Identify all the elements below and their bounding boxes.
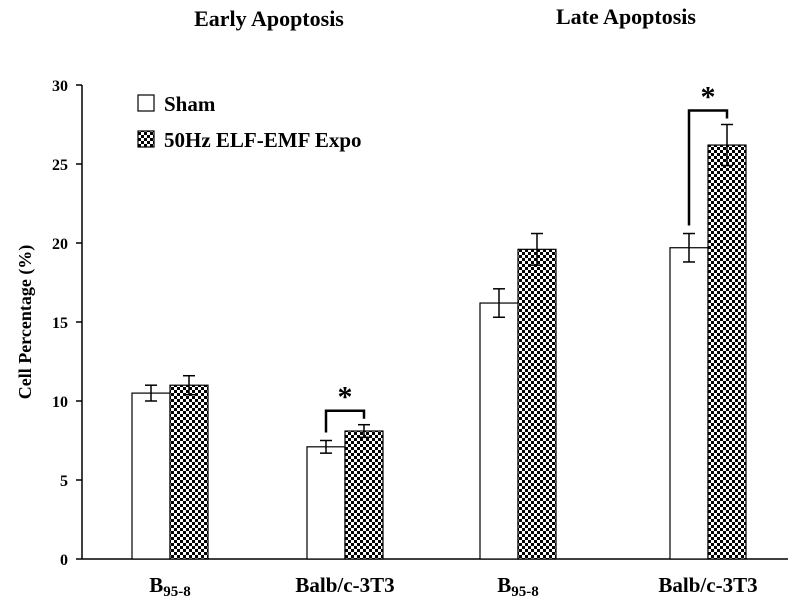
legend-label-expo: 50Hz ELF-EMF Expo	[164, 128, 362, 152]
y-tick-label: 10	[52, 394, 68, 411]
significance-star: *	[701, 81, 716, 114]
y-tick-label: 15	[52, 315, 68, 332]
bar-sham	[306, 446, 346, 560]
significance-star: *	[338, 381, 353, 414]
bars	[131, 144, 747, 560]
y-ticks: 0 5 10 15 20 25 30	[52, 78, 82, 569]
y-tick-label: 25	[52, 157, 68, 174]
category-label-main: Balb/c-3T3	[295, 573, 394, 597]
bar-expo	[707, 144, 747, 560]
category-label: Balb/c-3T3	[295, 573, 394, 597]
error-bars	[145, 123, 733, 454]
category-label-main: Balb/c-3T3	[658, 573, 757, 597]
bar-sham	[479, 302, 519, 560]
category-label-main: B	[149, 573, 163, 597]
category-label: B95-8	[149, 573, 191, 600]
bar-expo	[517, 248, 557, 560]
y-tick-label: 0	[60, 552, 68, 569]
category-label: Balb/c-3T3	[658, 573, 757, 597]
significance-bracket	[324, 409, 366, 433]
category-labels: B95-8 Balb/c-3T3 B95-8 Balb/c-3T3	[149, 573, 757, 600]
category-label-subscript: 95-8	[511, 584, 539, 600]
y-tick-label: 30	[52, 78, 68, 95]
bar-sham	[669, 247, 709, 560]
category-label: B95-8	[497, 573, 539, 600]
bar-expo	[169, 384, 209, 560]
group-title-late: Late Apoptosis	[556, 4, 696, 29]
significance-bracket	[687, 109, 729, 226]
bar-expo	[344, 430, 384, 560]
category-label-subscript: 95-8	[163, 584, 191, 600]
legend-swatch-sham	[137, 94, 155, 112]
y-tick-label: 5	[60, 473, 68, 490]
significance-markers: **	[324, 81, 729, 433]
legend-swatch-expo	[137, 130, 155, 148]
legend: Sham 50Hz ELF-EMF Expo	[137, 92, 362, 152]
legend-label-sham: Sham	[164, 92, 216, 116]
y-axis-label: Cell Percentage (%)	[15, 245, 36, 400]
category-label-main: B	[497, 573, 511, 597]
y-tick-label: 20	[52, 236, 68, 253]
group-title-early: Early Apoptosis	[194, 6, 344, 31]
bar-sham	[131, 392, 171, 560]
